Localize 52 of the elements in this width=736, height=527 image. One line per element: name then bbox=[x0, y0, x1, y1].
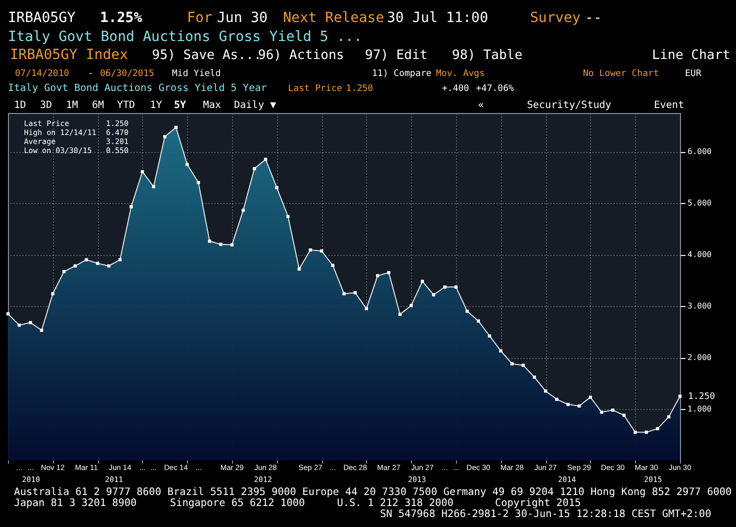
text: IRBA05GY Index bbox=[10, 47, 128, 63]
text: Max bbox=[203, 100, 222, 111]
text: Security/Study bbox=[527, 100, 612, 111]
text: -- bbox=[585, 10, 602, 26]
text: Event bbox=[654, 100, 684, 111]
text: 98) Table bbox=[452, 48, 523, 63]
text: Japan 81 3 3201 8900 bbox=[14, 498, 137, 509]
text: Singapore 65 6212 1000 bbox=[170, 498, 305, 509]
text: 1.25% bbox=[100, 10, 143, 26]
text: 97) Edit bbox=[365, 48, 428, 63]
text: +.400 bbox=[442, 84, 470, 94]
text: YTD bbox=[117, 100, 136, 111]
text: Daily ▼ bbox=[234, 100, 276, 111]
text: 1D bbox=[14, 100, 26, 111]
text: Mid Yield bbox=[172, 69, 221, 79]
text: Last Price bbox=[288, 84, 342, 94]
y-tick-label: 4.000 bbox=[688, 250, 712, 260]
y-tick-label: 2.000 bbox=[688, 353, 712, 362]
text: 5Y bbox=[174, 100, 186, 111]
text: U.S. 1 212 318 2000 bbox=[337, 498, 454, 509]
text: 3D bbox=[40, 100, 52, 111]
text: 30 Jul 11:00 bbox=[387, 10, 488, 26]
y-tick-label: 3.000 bbox=[688, 302, 712, 311]
text: 6M bbox=[92, 100, 104, 111]
y-tick-label: 1.000 bbox=[688, 404, 712, 414]
text: 96) Actions bbox=[258, 48, 344, 63]
text: 06/30/2015 bbox=[100, 69, 154, 79]
text: SN 547968 H266-2981-2 30-Jun-15 12:28:18 CEST GMT+2:00 bbox=[380, 509, 712, 520]
text: Line Chart bbox=[652, 48, 730, 63]
text: Survey bbox=[530, 10, 581, 26]
text: 1.250 bbox=[346, 84, 374, 94]
text: Italy Govt Bond Auctions Gross Yield 5 ... bbox=[8, 29, 362, 45]
text: 1Y bbox=[150, 100, 162, 111]
y-tick-label: 6.000 bbox=[688, 147, 712, 156]
text: « bbox=[478, 100, 484, 111]
text: +47.06% bbox=[476, 84, 515, 94]
text: No Lower Chart bbox=[583, 69, 659, 79]
text: Australia 61 2 9777 8600 Brazil 5511 2395 9000 Europe 44 20 7330 7500 Germany 49 69 9204 1210 Hong Kong 852 2977 6000 bbox=[14, 487, 732, 498]
chart-title: Italy Govt Bond Auctions Gross Yield 5 Year bbox=[8, 83, 267, 94]
text: - bbox=[88, 69, 94, 79]
text: For bbox=[187, 10, 212, 26]
text: Jun 30 bbox=[217, 10, 268, 26]
text: 07/14/2010 bbox=[15, 69, 70, 79]
text: IRBA05GY bbox=[8, 10, 76, 26]
text: 1M bbox=[66, 100, 78, 111]
text: Next Release bbox=[283, 10, 384, 26]
text: EUR bbox=[685, 69, 702, 79]
text: 11) Compare bbox=[372, 69, 432, 79]
y-tick-label: 5.000 bbox=[688, 198, 712, 208]
text: Copyright 2015 bbox=[495, 498, 581, 509]
data-label: 1.250 bbox=[688, 392, 716, 402]
text: Mov. Avgs bbox=[436, 69, 485, 79]
